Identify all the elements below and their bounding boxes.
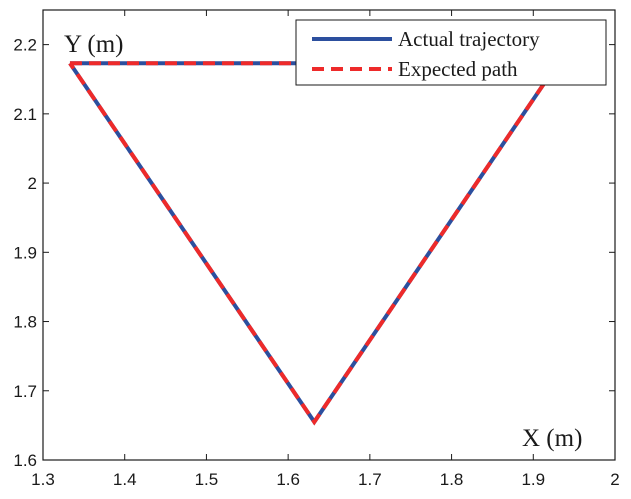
y-tick-label: 1.8: [13, 313, 37, 332]
x-tick-label: 1.7: [358, 470, 382, 489]
y-tick-label: 2.1: [13, 105, 37, 124]
y-tick-label: 1.9: [13, 243, 37, 262]
series-line-expected-path: [68, 61, 562, 426]
y-tick-label: 1.7: [13, 382, 37, 401]
x-tick-label: 1.4: [113, 470, 137, 489]
y-tick-label: 2: [28, 174, 37, 193]
x-axis-label: X (m): [522, 425, 582, 452]
legend-label-expected-path: Expected path: [398, 57, 518, 81]
y-axis-label: Y (m): [64, 31, 123, 58]
x-tick-label: 1.3: [31, 470, 55, 489]
y-tick-label: 2.2: [13, 36, 37, 55]
x-tick-label: 1.5: [195, 470, 219, 489]
x-axis-ticks: 1.3 1.4 1.5 1.6 1.7 1.8 1.9 2: [31, 10, 620, 489]
x-tick-label: 1.9: [521, 470, 545, 489]
x-tick-label: 1.8: [440, 470, 464, 489]
legend-box: [295, 19, 607, 86]
x-tick-label: 1.6: [276, 470, 300, 489]
x-tick-label: 2: [610, 470, 619, 489]
y-axis-ticks: 1.6 1.7 1.8 1.9 2 2.1 2.2: [13, 36, 615, 470]
legend: Actual trajectory Expected path: [295, 19, 607, 86]
y-tick-label: 1.6: [13, 451, 37, 470]
legend-label-actual-trajectory: Actual trajectory: [398, 27, 540, 51]
